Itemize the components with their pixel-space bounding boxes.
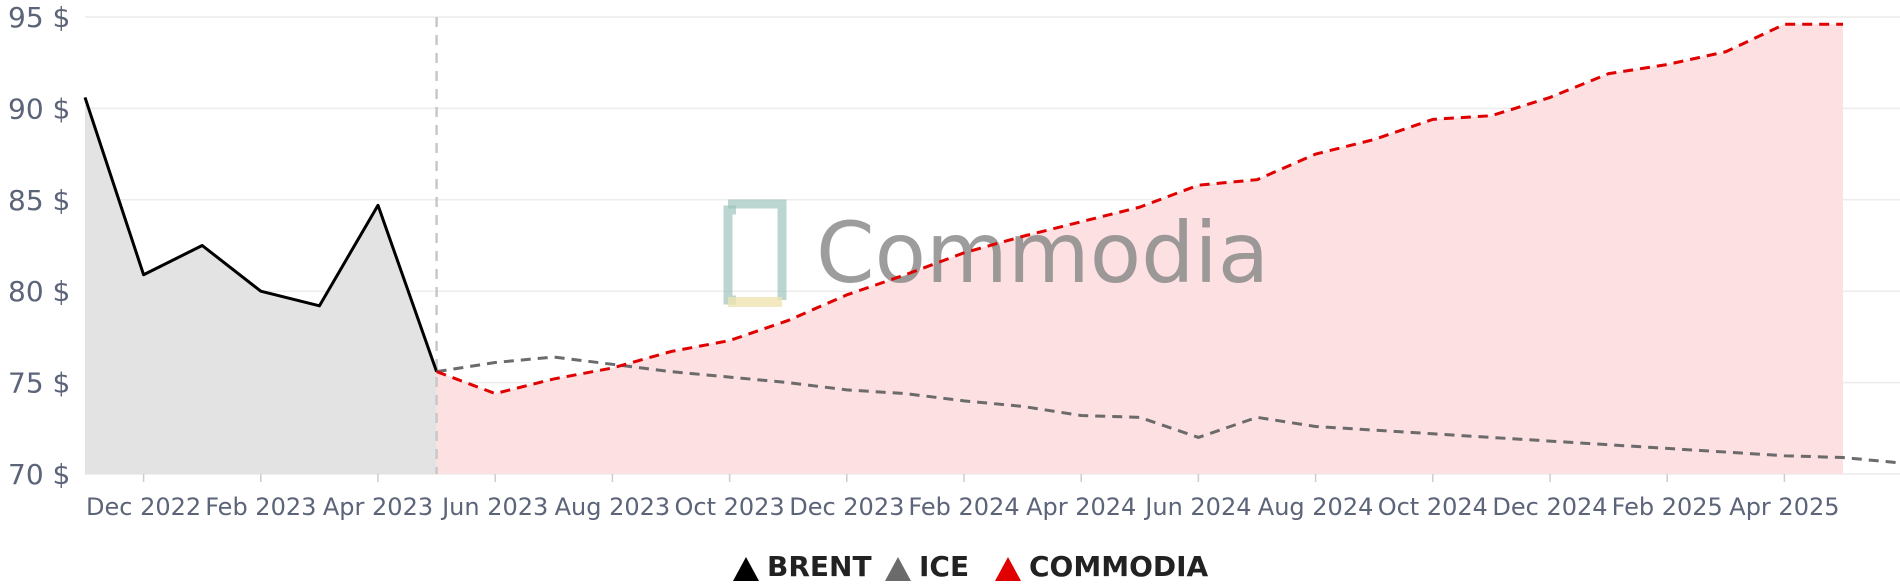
ice-series-line <box>436 355 1900 465</box>
legend-label: ICE <box>919 550 969 583</box>
x-tick-label: Oct 2023 <box>674 493 784 521</box>
x-tick-label: Aug 2023 <box>555 493 671 521</box>
y-tick-label: 85 $ <box>8 184 70 217</box>
x-tick-label: Apr 2023 <box>323 493 433 521</box>
legend: BRENT ICE COMMODIA <box>733 550 1209 583</box>
y-tick-label: 70 $ <box>8 458 70 491</box>
commodia-area <box>436 24 1844 474</box>
series-lines <box>83 22 1900 465</box>
x-tick-label: Feb 2024 <box>908 493 1019 521</box>
ice-legend-marker <box>885 557 911 581</box>
x-tick-label: Dec 2024 <box>1492 493 1607 521</box>
series-areas <box>85 24 1844 474</box>
x-tick-label: Oct 2024 <box>1378 493 1488 521</box>
x-tick-label: Feb 2025 <box>1612 493 1723 521</box>
watermark-logo-left <box>723 205 736 305</box>
brent-legend-marker <box>733 557 759 581</box>
commodia-legend-marker <box>995 557 1021 581</box>
legend-label: BRENT <box>767 550 872 583</box>
y-tick-label: 95 $ <box>8 1 70 34</box>
x-tick-label: Apr 2025 <box>1729 493 1839 521</box>
x-tick-label: Jun 2023 <box>440 493 548 521</box>
x-tick-label: Feb 2023 <box>205 493 316 521</box>
watermark-logo-top <box>728 199 787 300</box>
brent-area <box>85 97 437 474</box>
watermark-text: Commodia <box>816 204 1269 302</box>
x-axis: Dec 2022 Feb 2023 Apr 2023 Jun 2023 Aug 2023… <box>86 474 1840 521</box>
legend-label: COMMODIA <box>1029 550 1209 583</box>
y-tick-label: 90 $ <box>8 92 70 125</box>
x-tick-label: Dec 2022 <box>86 493 201 521</box>
y-tick-label: 80 $ <box>8 275 70 308</box>
x-tick-label: Dec 2023 <box>789 493 904 521</box>
x-tick-label: Jun 2024 <box>1143 493 1251 521</box>
commodia-watermark: Commodia <box>723 199 1269 307</box>
y-axis: 70 $ 75 $ 80 $ 85 $ 90 $ 95 $ <box>8 1 70 491</box>
y-tick-label: 75 $ <box>8 367 70 400</box>
x-tick-label: Aug 2024 <box>1258 493 1374 521</box>
x-tick-label: Apr 2024 <box>1026 493 1136 521</box>
